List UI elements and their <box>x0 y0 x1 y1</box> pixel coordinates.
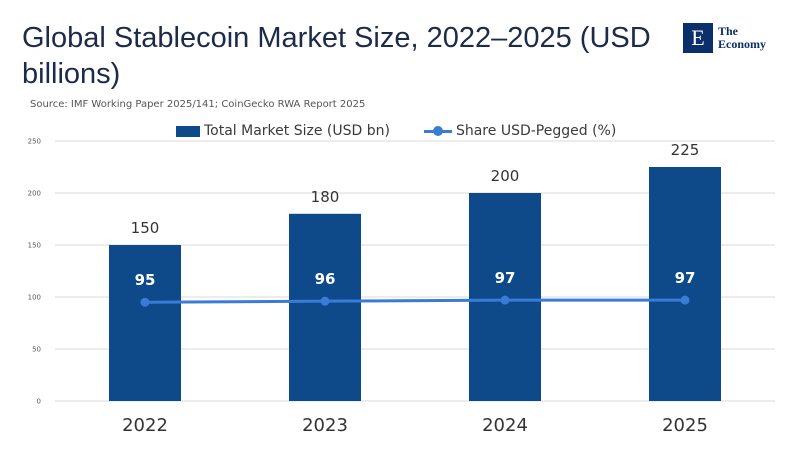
legend-line-swatch <box>423 125 452 137</box>
bar <box>649 167 721 401</box>
y-tick-label: 100 <box>28 294 41 302</box>
x-tick-label: 2023 <box>302 415 348 436</box>
legend-item-bar: Total Market Size (USD bn) <box>176 123 390 139</box>
line-point <box>500 295 510 305</box>
line-point <box>140 297 150 307</box>
line-value-label: 95 <box>135 271 156 289</box>
line-point <box>320 296 330 306</box>
legend-bar-label: Total Market Size (USD bn) <box>204 123 390 139</box>
bar <box>289 213 361 401</box>
y-tick-label: 50 <box>32 346 41 354</box>
bar-value-label: 150 <box>131 219 160 237</box>
bar <box>109 245 181 401</box>
series-line <box>144 298 685 304</box>
bar-value-label: 225 <box>671 141 700 159</box>
logo-text: The Economy <box>718 25 766 51</box>
x-tick-label: 2022 <box>122 415 168 436</box>
line-value-label: 97 <box>495 269 516 287</box>
legend-line-label: Share USD-Pegged (%) <box>455 123 617 139</box>
logo-mark: E <box>683 23 713 53</box>
line-value-label: 97 <box>675 269 696 287</box>
x-tick-label: 2025 <box>662 415 708 436</box>
chart-title: Global Stablecoin Market Size, 2022–2025… <box>22 22 651 90</box>
bar-value-label: 180 <box>311 188 340 206</box>
the-economy-logo: E The Economy <box>683 23 766 53</box>
y-tick-label: 200 <box>28 190 41 198</box>
bar-value-label: 200 <box>491 167 520 185</box>
y-tick-label: 0 <box>37 398 41 406</box>
line-value-label: 96 <box>315 270 336 288</box>
y-tick-label: 150 <box>28 242 41 250</box>
logo-line-1: The <box>718 24 739 38</box>
line-point <box>680 295 690 305</box>
source-note: Source: IMF Working Paper 2025/141; Coin… <box>30 99 366 110</box>
y-tick-label: 250 <box>28 138 41 146</box>
legend-bar-swatch <box>176 125 200 137</box>
x-tick-label: 2024 <box>482 415 528 436</box>
chart-legend: Total Market Size (USD bn) Share USD-Peg… <box>176 123 650 139</box>
legend-item-line: Share USD-Pegged (%) <box>423 123 617 139</box>
logo-line-2: Economy <box>718 37 766 51</box>
